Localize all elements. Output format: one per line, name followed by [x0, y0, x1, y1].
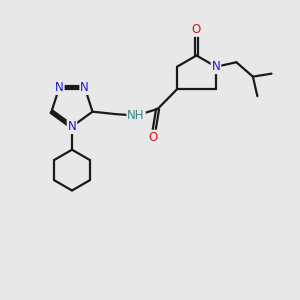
Text: N: N: [212, 60, 220, 73]
Text: N: N: [80, 81, 89, 94]
Text: O: O: [149, 131, 158, 144]
Text: O: O: [192, 23, 201, 36]
Text: NH: NH: [127, 109, 145, 122]
Text: N: N: [55, 81, 64, 94]
Text: N: N: [68, 120, 76, 133]
